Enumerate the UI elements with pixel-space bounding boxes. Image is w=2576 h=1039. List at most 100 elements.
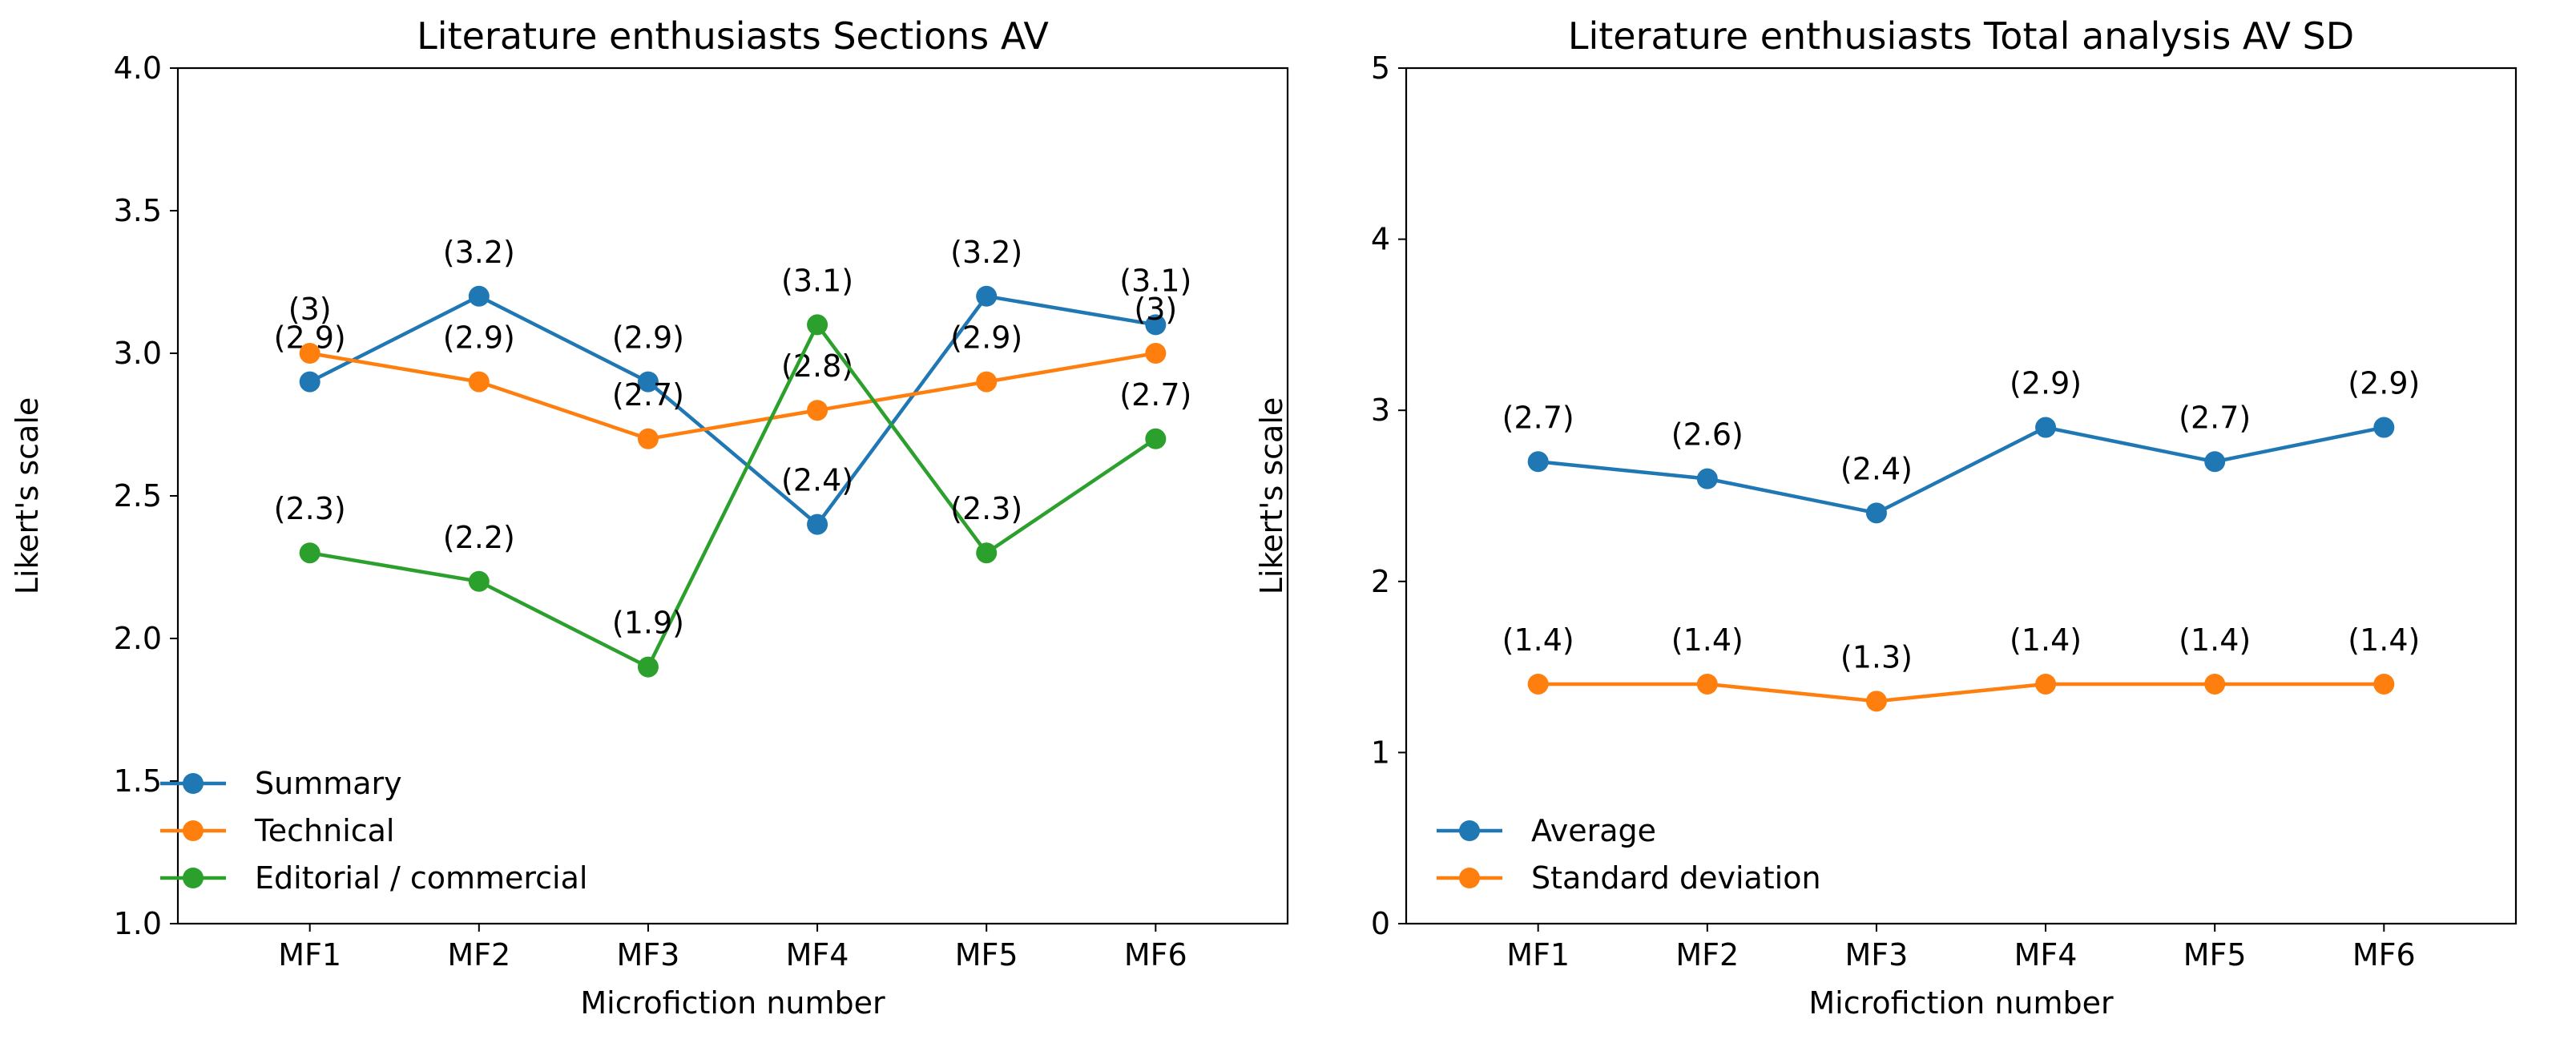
legend: Average Standard deviation xyxy=(1437,813,1821,896)
y-tick-label: 4 xyxy=(1371,222,1390,257)
chart-title: Literature enthusiasts Total analysis AV… xyxy=(1568,14,2354,58)
data-label: (1.4) xyxy=(2179,622,2251,658)
data-label: (2.2) xyxy=(443,520,515,555)
series-technical: (3)(2.9)(2.7)(2.8)(2.9)(3) xyxy=(288,292,1177,449)
x-tick-label: MF5 xyxy=(955,937,1018,973)
data-point xyxy=(299,343,320,364)
x-tick-label: MF2 xyxy=(1675,937,1739,973)
x-tick-label: MF4 xyxy=(2014,937,2078,973)
data-point xyxy=(1696,468,1718,489)
x-tick-label: MF2 xyxy=(447,937,510,973)
y-tick-label: 1.0 xyxy=(114,906,162,941)
data-point xyxy=(1865,502,1887,524)
data-label: (2.9) xyxy=(612,320,684,356)
data-point xyxy=(1527,673,1549,695)
data-label: (3.2) xyxy=(443,235,515,270)
y-tick-label: 3.0 xyxy=(114,336,162,371)
data-label: (3) xyxy=(1134,292,1177,327)
chart-2: Literature enthusiasts Total analysis AV… xyxy=(1254,14,2518,1021)
legend-label: Technical xyxy=(254,813,395,848)
legend-label: Summary xyxy=(255,766,402,801)
y-tick-label: 2.0 xyxy=(114,621,162,656)
data-point xyxy=(2035,673,2057,695)
data-point xyxy=(807,513,828,535)
data-label: (2.9) xyxy=(950,320,1022,356)
series-line xyxy=(308,294,1156,527)
data-point xyxy=(807,400,828,421)
series-summary: (2.9) (3.2) (2.9) (2.4) (3.2) (3.1) xyxy=(274,235,1191,535)
data-label: (2.4) xyxy=(1840,451,1913,486)
data-point xyxy=(1527,451,1549,473)
data-point xyxy=(468,371,490,393)
data-label: (3.1) xyxy=(1119,263,1191,298)
data-point xyxy=(468,570,490,592)
data-point xyxy=(1145,428,1167,449)
x-axis-label: Microfiction number xyxy=(1808,985,2114,1021)
data-label: (1.4) xyxy=(1671,622,1744,658)
data-point xyxy=(1865,691,1887,712)
data-point xyxy=(2204,673,2226,695)
x-axis-label: Microfiction number xyxy=(580,985,885,1021)
x-tick-label: MF4 xyxy=(786,937,849,973)
data-label: (2.9) xyxy=(2348,366,2420,401)
data-label: (1.4) xyxy=(1502,622,1574,658)
data-point xyxy=(1145,314,1167,336)
data-label: (2.7) xyxy=(1119,377,1191,413)
chart-title: Literature enthusiasts Sections AV xyxy=(417,14,1049,58)
data-label: (1.4) xyxy=(2348,622,2420,658)
data-label: (1.4) xyxy=(2010,622,2082,658)
data-label: (2.3) xyxy=(950,491,1022,526)
legend-marker xyxy=(1459,868,1480,888)
data-point xyxy=(976,371,998,393)
data-point xyxy=(2373,417,2395,438)
data-label: (1.9) xyxy=(612,606,684,641)
x-tick-label: MF1 xyxy=(1506,937,1570,973)
legend-marker xyxy=(183,773,204,794)
plot-frame xyxy=(1405,66,2518,925)
x-tick-label: MF3 xyxy=(1845,937,1909,973)
data-label: (2.3) xyxy=(274,491,346,526)
data-point xyxy=(299,542,320,564)
data-label: (1.3) xyxy=(1840,639,1913,675)
series-line xyxy=(1538,682,2385,703)
x-tick-label: MF5 xyxy=(2183,937,2247,973)
data-point xyxy=(976,285,998,307)
data-label: (3.2) xyxy=(950,235,1022,270)
x-tick-label: MF3 xyxy=(617,937,680,973)
data-point xyxy=(2204,451,2226,473)
series-standard-deviation: (1.4) (1.4) (1.3) (1.4) (1.4) (1.4) xyxy=(1502,622,2420,712)
y-tick-label: 2 xyxy=(1371,564,1390,599)
legend-label: Editorial / commercial xyxy=(255,860,587,896)
data-label: (3) xyxy=(288,292,332,327)
y-axis-label: Likert's scale xyxy=(10,397,45,595)
data-point xyxy=(637,428,659,449)
data-label: (2.4) xyxy=(781,463,853,498)
data-point xyxy=(468,285,490,307)
series-average: (2.7) (2.6) (2.4) (2.9) (2.7) (2.9) xyxy=(1502,366,2420,524)
y-tick-label: 4.0 xyxy=(114,50,162,86)
legend-marker xyxy=(183,820,204,841)
data-label: (2.7) xyxy=(2179,400,2251,435)
y-tick-label: 3.5 xyxy=(114,193,162,228)
y-tick-label: 2.5 xyxy=(114,478,162,513)
data-point xyxy=(2373,673,2395,695)
data-label: (2.9) xyxy=(443,320,515,356)
chart-1: Literature enthusiasts Sections AV MF1 MF2… xyxy=(10,14,1289,1021)
data-point xyxy=(299,371,320,393)
series-editorial-commercial: (2.3) (2.2) (1.9) (3.1) (2.3) (2.7) xyxy=(274,263,1191,678)
data-label: (3.1) xyxy=(781,263,853,298)
legend-label: Average xyxy=(1531,813,1656,848)
legend-marker xyxy=(183,868,204,888)
legend: Summary Technical Editorial / commercial xyxy=(160,766,587,896)
legend-marker xyxy=(1459,820,1480,841)
y-tick-label: 0 xyxy=(1371,906,1390,941)
x-tick-label: MF6 xyxy=(1124,937,1187,973)
series-line xyxy=(1538,425,2385,515)
legend-label: Standard deviation xyxy=(1531,860,1821,896)
x-tick-label: MF1 xyxy=(278,937,341,973)
data-point xyxy=(976,542,998,564)
data-point xyxy=(807,314,828,336)
y-tick-label: 3 xyxy=(1371,393,1390,428)
series-line xyxy=(309,321,1157,670)
